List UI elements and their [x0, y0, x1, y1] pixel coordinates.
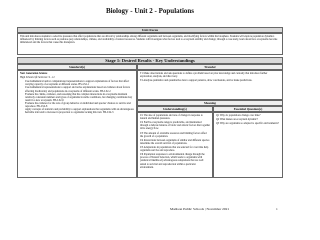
transfer-cell: T1 Make observations and ask questions t…: [137, 70, 283, 100]
stage-heading: Stage 1: Desired Results - Key Understan…: [17, 57, 283, 64]
grade: High School Life Sciences: 9 - 12: [20, 76, 55, 80]
list-item: Use mathematical and/or computational re…: [25, 80, 134, 86]
list-item: Evaluate the claims, evidence, and reaso…: [25, 93, 134, 102]
page-number: 1: [276, 207, 278, 211]
column-heading: Transfer: [137, 64, 283, 70]
document: Biology - Unit 2 - Populations Unit Focu…: [0, 0, 300, 231]
meaning-heading: Meaning: [137, 100, 283, 106]
list-item: U2 Earth's ecosystems range is predictab…: [140, 121, 211, 131]
list-item: U6 Population responses to environmental…: [140, 153, 205, 169]
list-item: U3 The amount of available resources and…: [140, 131, 207, 138]
footer: Madison Public Schools | November 2021: [170, 207, 230, 211]
list-item: U4 Interactions between organisms of sim…: [140, 138, 210, 145]
understandings-cell: U1 The size of populations and rate of c…: [137, 112, 213, 178]
list-item: Evaluate the evidence for the role of gr…: [25, 102, 134, 108]
list-item: T2 Analyze qualitative and quantitative …: [140, 79, 253, 83]
standards-cell: Next Generation Science High School Life…: [17, 70, 137, 178]
standards-subheading: Next Generation Science: [20, 72, 48, 75]
list-item: Apply concepts of statistics and probabi…: [25, 108, 134, 114]
column-heading: Essential Question(s): [213, 106, 283, 112]
section-heading: Unit Focus: [17, 27, 283, 33]
page: {"header":{"title":"Biology - Unit 2 - P…: [0, 0, 320, 231]
list-item: U1 The size of populations and rate of c…: [140, 114, 203, 121]
column-heading: Understanding(s): [137, 106, 213, 112]
standards-list: Use mathematical and/or computational re…: [20, 80, 134, 114]
list-item: Q2 What makes an ecosystem dynamic?: [216, 118, 258, 122]
list-item: Q3 Why are organisms so adapted to speci…: [216, 122, 279, 126]
unit-focus-text: This unit introduces students to selecti…: [17, 33, 283, 55]
list-item: T1 Make observations and ask questions t…: [140, 72, 268, 79]
column-heading: Standard(s): [17, 64, 137, 70]
list-item: Q1 Why do populations change over time?: [216, 114, 261, 117]
list-item: U5 Adaptations in populations that are s…: [140, 145, 209, 153]
title: Biology - Unit 2 - Populations: [105, 7, 195, 15]
questions-cell: Q1 Why do populations change over time? Q…: [213, 112, 283, 178]
list-item: Use mathematical representations to supp…: [25, 86, 134, 92]
